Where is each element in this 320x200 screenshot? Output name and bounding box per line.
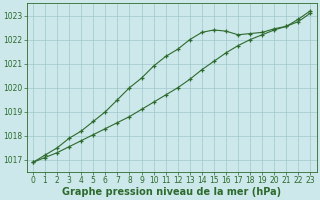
X-axis label: Graphe pression niveau de la mer (hPa): Graphe pression niveau de la mer (hPa) — [62, 187, 281, 197]
